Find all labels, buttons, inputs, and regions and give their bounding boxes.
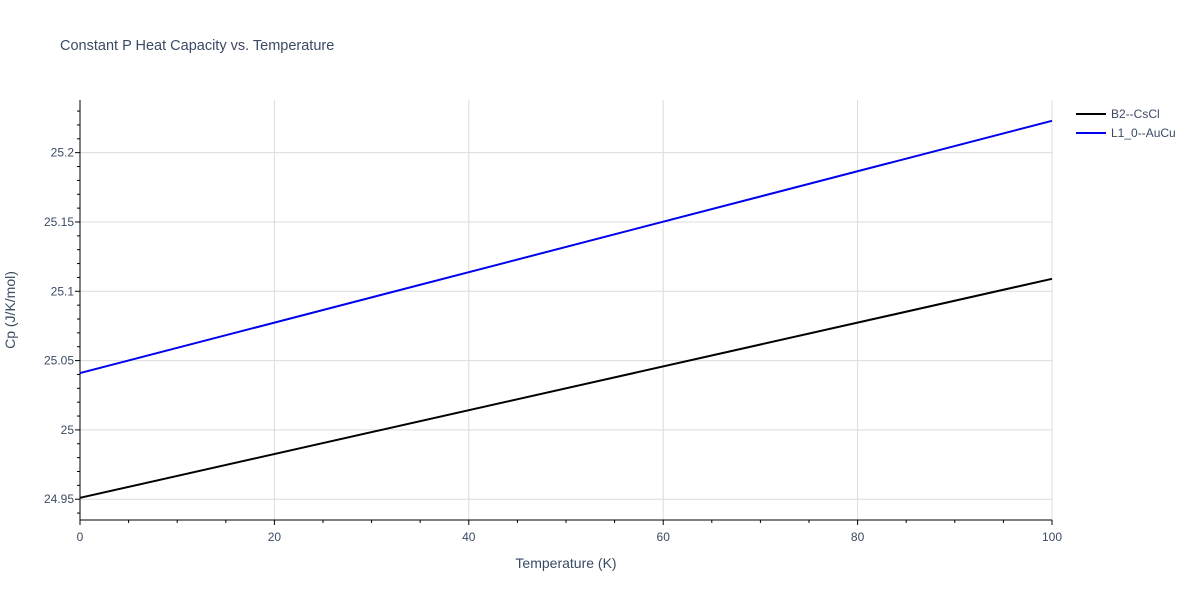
chart-title: Constant P Heat Capacity vs. Temperature: [60, 38, 334, 54]
x-tick-label: 100: [1042, 530, 1062, 544]
y-tick-label: 25.15: [44, 215, 74, 229]
x-tick-label: 60: [657, 530, 671, 544]
legend[interactable]: B2--CsCl L1_0--AuCu: [1076, 107, 1176, 140]
x-tick-label: 80: [851, 530, 865, 544]
series-layer: [79, 119, 1053, 499]
legend-label: L1_0--AuCu: [1111, 126, 1176, 140]
y-tick-label: 25.1: [51, 284, 75, 298]
tick-label-layer: 0 20 40 60 80 100 24.95 25 25.05 25.1 25.15 25.2: [44, 146, 1062, 544]
x-tick-label: 20: [268, 530, 282, 544]
x-tick-label: 0: [77, 530, 84, 544]
y-tick-label: 25: [61, 423, 75, 437]
legend-item[interactable]: L1_0--AuCu: [1076, 126, 1176, 140]
x-axis-title: Temperature (K): [515, 555, 616, 571]
y-tick-label: 25.05: [44, 354, 74, 368]
y-tick-label: 24.95: [44, 492, 74, 506]
legend-label: B2--CsCl: [1111, 107, 1160, 121]
x-tick-label: 40: [462, 530, 476, 544]
y-tick-label: 25.2: [51, 146, 75, 160]
axis-layer: [75, 100, 1053, 525]
series-line-l1-0-aucu: [79, 119, 1053, 375]
series-line-b2-cscl: [79, 277, 1053, 499]
legend-item[interactable]: B2--CsCl: [1076, 107, 1160, 121]
grid-layer: [80, 100, 1053, 520]
y-axis-title: Cp (J/K/mol): [2, 271, 18, 349]
